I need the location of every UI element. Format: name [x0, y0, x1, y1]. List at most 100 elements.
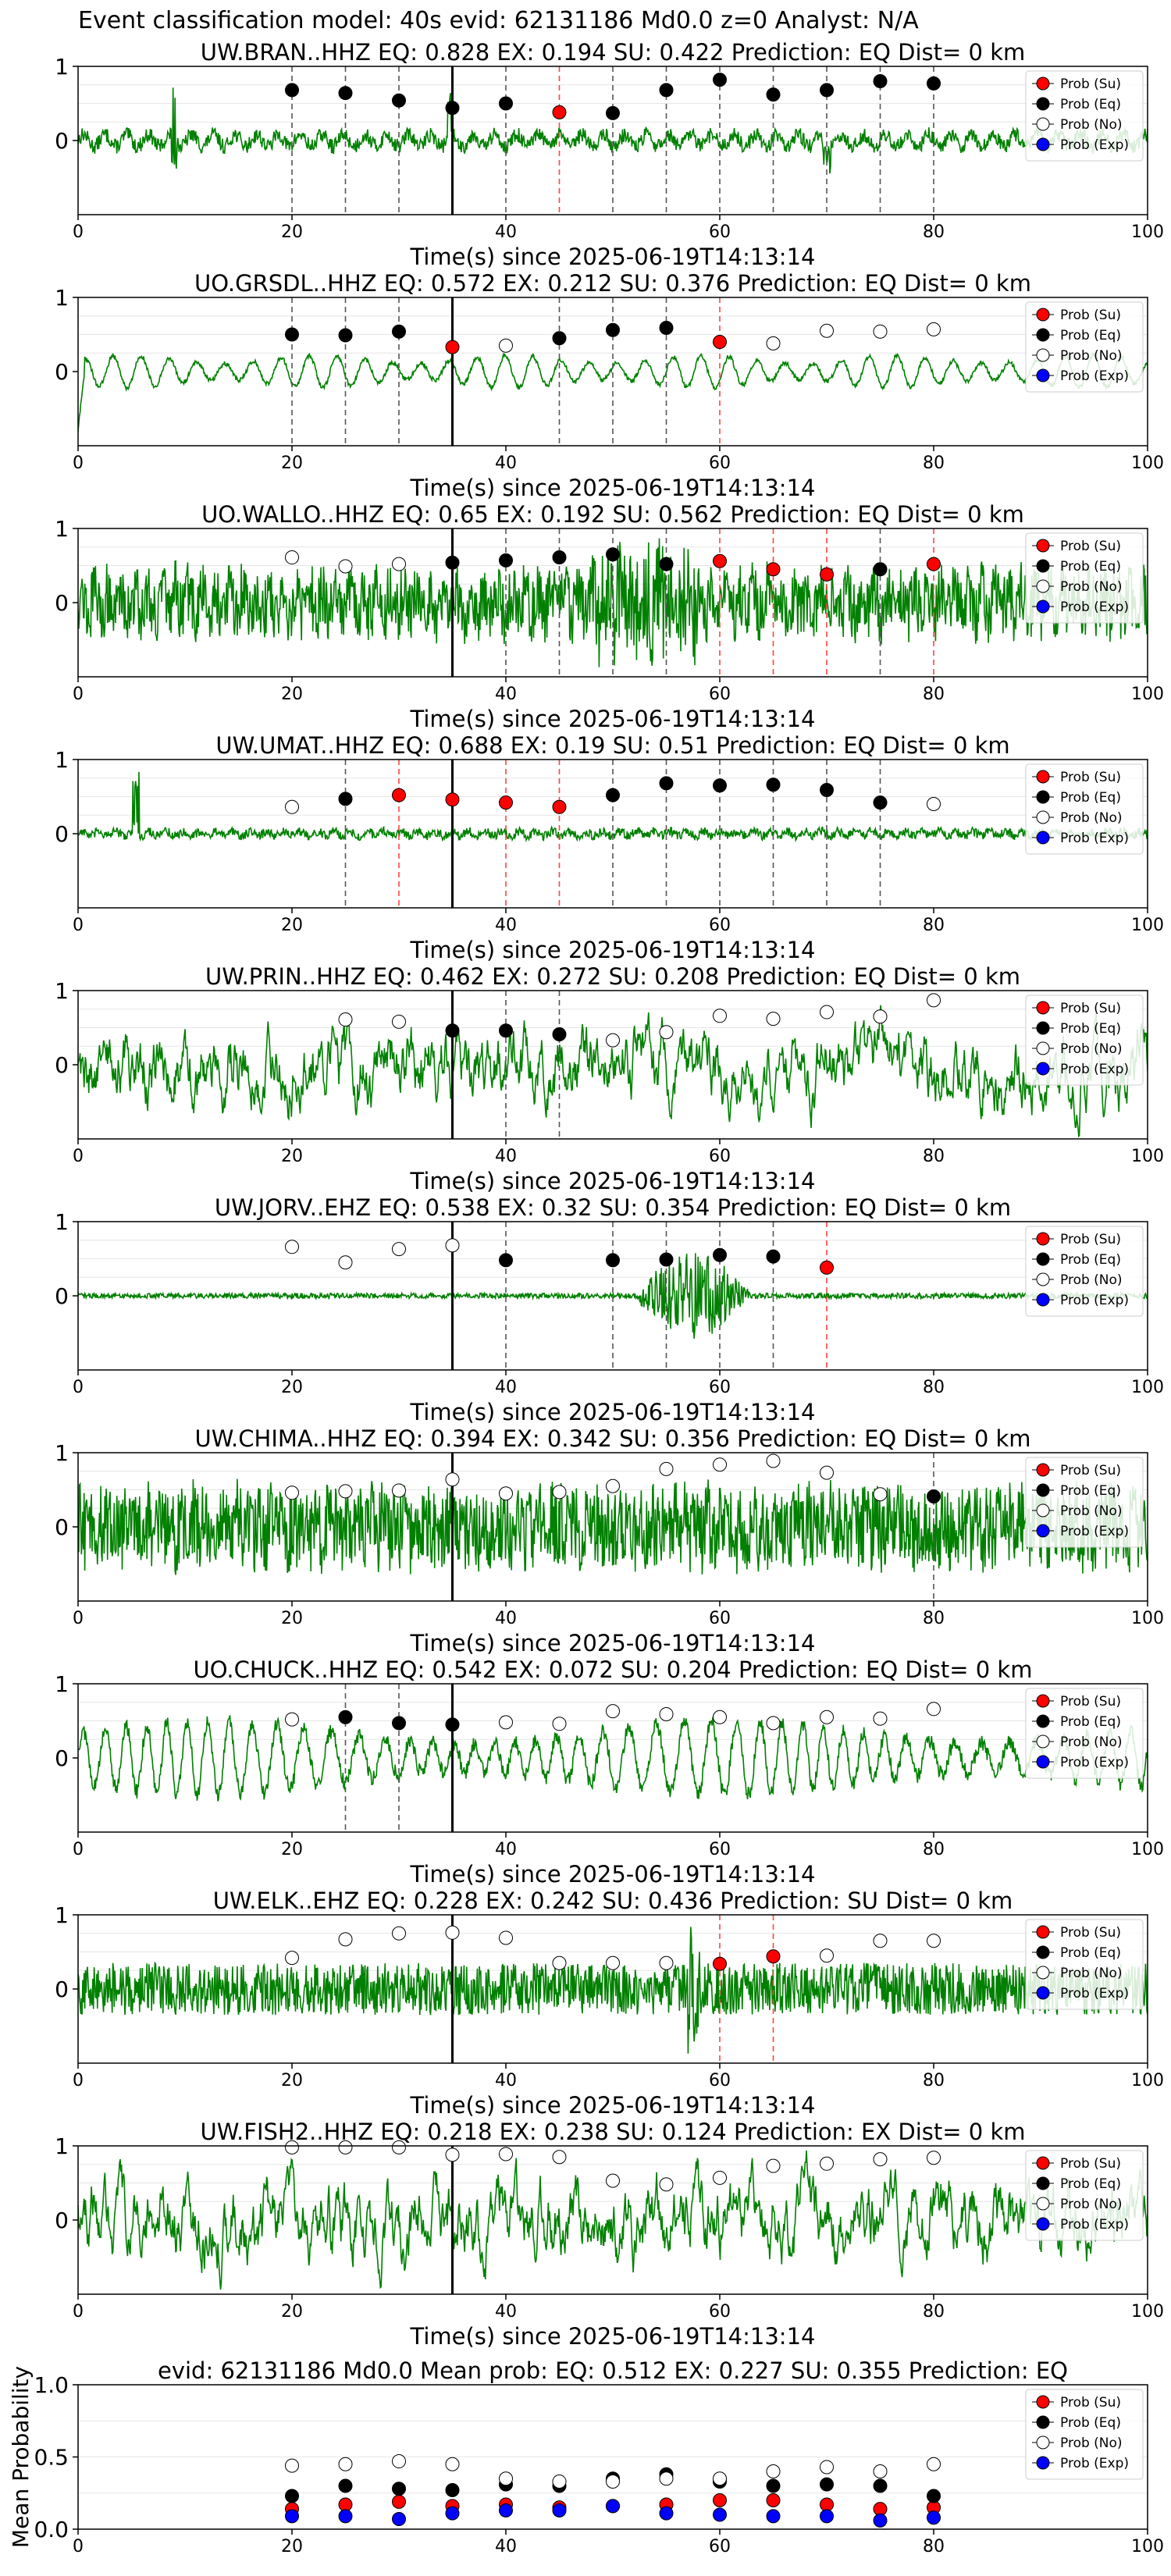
prob-marker-no	[927, 1934, 941, 1948]
prob-marker-no	[552, 2150, 567, 2165]
legend-label: Prob (No)	[1060, 2435, 1123, 2451]
legend-marker	[1036, 1463, 1050, 1477]
y-tick-label: 0.5	[34, 2445, 69, 2471]
prob-marker-no	[766, 1012, 781, 1026]
x-tick-label: 60	[709, 916, 731, 935]
x-tick-label: 60	[709, 222, 731, 242]
x-tick-label: 40	[495, 2071, 517, 2090]
x-tick-label: 60	[709, 2302, 731, 2322]
x-tick-label: 80	[923, 2537, 945, 2556]
prob-marker-no	[659, 1955, 674, 1970]
y-tick-label: 0	[55, 1745, 69, 1771]
mean-prob-marker	[873, 2464, 888, 2478]
legend-label: Prob (No)	[1060, 1503, 1123, 1519]
prob-marker-eq	[392, 1716, 406, 1731]
mean-prob-marker	[499, 2503, 513, 2517]
x-tick-label: 40	[495, 1840, 517, 1859]
mean-prob-marker	[392, 2454, 406, 2469]
legend-marker	[1036, 790, 1050, 804]
legend-marker	[1036, 1293, 1050, 1307]
prob-marker-eq	[285, 327, 299, 342]
x-tick-label: 80	[923, 222, 945, 242]
x-tick-label: 60	[709, 2537, 731, 2556]
mean-prob-marker	[285, 2458, 299, 2473]
x-tick-label: 80	[923, 916, 945, 935]
panel-title: UO.CHUCK..HHZ EQ: 0.542 EX: 0.072 SU: 0.…	[194, 1656, 1033, 1683]
prob-marker-no	[285, 799, 299, 814]
prob-marker-no	[766, 1453, 781, 1468]
prob-marker-eq	[445, 555, 460, 570]
y-tick-label: 1.0	[34, 2372, 69, 2398]
x-tick-label: 80	[923, 685, 945, 704]
prob-marker-no	[285, 2140, 299, 2154]
waveform-trace	[78, 1927, 1148, 2054]
prob-marker-no	[659, 1025, 674, 1040]
x-tick-label: 100	[1131, 2537, 1164, 2556]
legend-marker	[1036, 1483, 1050, 1497]
legend-label: Prob (Su)	[1060, 2395, 1121, 2411]
panel-7: UW.CHIMA..HHZ EQ: 0.394 EX: 0.342 SU: 0.…	[55, 1425, 1164, 1656]
prob-marker-no	[873, 1487, 888, 1502]
x-tick-label: 0	[73, 222, 84, 242]
prob-marker-eq	[713, 73, 727, 87]
prob-marker-su	[820, 567, 834, 582]
x-tick-label: 80	[923, 454, 945, 473]
prob-marker-no	[392, 1926, 406, 1941]
legend-marker	[1036, 2456, 1050, 2470]
legend-marker	[1036, 600, 1050, 614]
legend-marker	[1036, 2435, 1050, 2450]
legend-marker	[1036, 770, 1050, 784]
legend-marker	[1036, 559, 1050, 573]
x-tick-label: 100	[1131, 1378, 1164, 1397]
x-tick-label: 0	[73, 1840, 84, 1859]
legend-label: Prob (Su)	[1060, 308, 1121, 323]
legend-box	[1025, 1226, 1144, 1317]
waveform-trace	[78, 1005, 1148, 1138]
legend-label: Prob (No)	[1060, 1966, 1123, 1981]
x-axis-label: Time(s) since 2025-06-19T14:13:14	[410, 1399, 816, 1425]
legend-box	[1025, 1688, 1144, 1779]
legend-marker	[1036, 368, 1050, 382]
legend-marker	[1036, 1272, 1050, 1286]
legend-box	[1025, 532, 1144, 624]
prob-marker-no	[392, 1242, 406, 1257]
prob-marker-no	[820, 1948, 834, 1963]
legend-box	[1025, 301, 1144, 393]
x-tick-label: 20	[281, 685, 303, 704]
mean-prob-marker	[445, 2506, 460, 2521]
mean-prob-marker	[766, 2493, 781, 2507]
prob-marker-no	[552, 1485, 567, 1500]
legend-label: Prob (Eq)	[1060, 2176, 1121, 2192]
legend-label: Prob (Su)	[1060, 1001, 1121, 1016]
y-tick-label: 0	[55, 590, 69, 616]
legend-marker	[1036, 2395, 1050, 2409]
legend-label: Prob (No)	[1060, 1272, 1123, 1288]
legend-box	[1025, 2389, 1144, 2480]
mean-prob-marker	[766, 2509, 781, 2524]
mean-prob-marker	[499, 2471, 513, 2486]
prob-marker-no	[927, 2151, 941, 2165]
prob-marker-no	[873, 1009, 888, 1024]
prob-marker-eq	[338, 792, 353, 806]
prob-marker-su	[820, 1260, 834, 1275]
x-tick-label: 40	[495, 685, 517, 704]
legend-marker	[1036, 1925, 1050, 1939]
waveform-trace	[78, 1253, 1148, 1339]
mean-prob-marker	[392, 2482, 406, 2496]
x-axis-label: Time(s) since 2025-06-19T14:13:14	[410, 475, 816, 501]
mean-prob-marker	[338, 2457, 353, 2471]
prob-marker-no	[392, 557, 406, 571]
legend-marker	[1036, 579, 1050, 593]
x-tick-label: 100	[1131, 222, 1164, 242]
panel-title: UW.UMAT..HHZ EQ: 0.688 EX: 0.19 SU: 0.51…	[215, 732, 1009, 759]
mean-prob-marker	[392, 2494, 406, 2509]
prob-marker-eq	[659, 557, 674, 571]
panel-2: UO.GRSDL..HHZ EQ: 0.572 EX: 0.212 SU: 0.…	[55, 270, 1164, 501]
panel-9: UW.ELK..EHZ EQ: 0.228 EX: 0.242 SU: 0.43…	[55, 1888, 1164, 2119]
y-tick-label: 0.0	[34, 2517, 69, 2542]
legend-label: Prob (Eq)	[1060, 1714, 1121, 1730]
mean-prob-marker	[820, 2460, 834, 2475]
legend-label: Prob (Eq)	[1060, 1252, 1121, 1268]
legend-label: Prob (No)	[1060, 348, 1123, 364]
